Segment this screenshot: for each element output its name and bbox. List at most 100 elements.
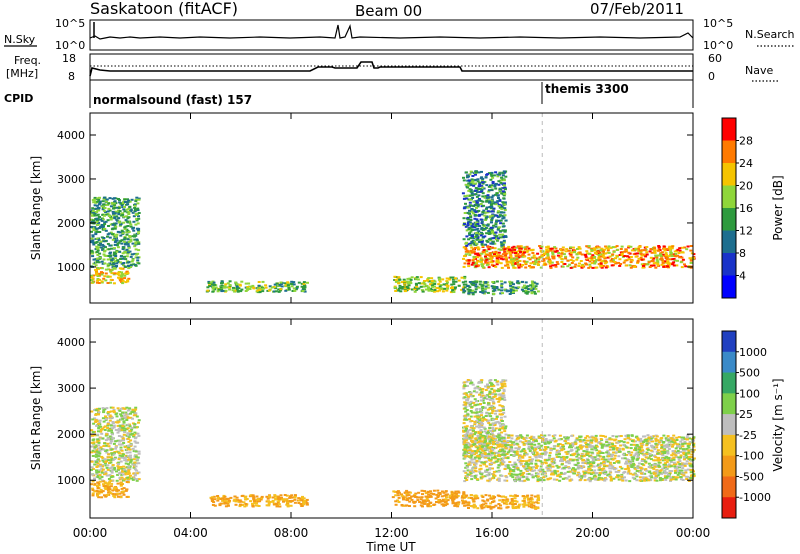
echo-cell (405, 494, 409, 497)
echo-cell (422, 281, 426, 284)
echo-cell (470, 263, 474, 266)
echo-cell (135, 196, 139, 199)
echo-cell (481, 223, 485, 226)
echo-cell (476, 237, 480, 240)
echo-cell (300, 282, 304, 285)
echo-cell (293, 494, 297, 497)
echo-cell (558, 443, 562, 446)
echo-cell (229, 496, 233, 499)
echo-cell (103, 223, 107, 226)
echo-cell (473, 453, 477, 456)
echo-cell (484, 281, 488, 283)
echo-cell (479, 476, 483, 479)
echo-cell (593, 472, 597, 475)
echo-cell (620, 253, 624, 256)
echo-cell (135, 213, 139, 215)
echo-cell (530, 462, 534, 465)
echo-cell (623, 457, 627, 460)
echo-cell (137, 232, 140, 235)
echo-cell (130, 477, 134, 480)
echo-cell (509, 470, 513, 473)
echo-cell (506, 441, 510, 444)
echo-cell (685, 248, 689, 251)
echo-cell (120, 281, 124, 283)
echo-cell (509, 255, 513, 258)
echo-cell (674, 253, 678, 255)
echo-cell (527, 257, 531, 260)
echo-cell (530, 249, 534, 252)
echo-cell (468, 473, 472, 476)
echo-cell (278, 505, 282, 508)
echo-cell (526, 291, 530, 294)
echo-cell (514, 463, 518, 466)
echo-cell (96, 485, 99, 487)
echo-cell (489, 178, 493, 181)
echo-cell (128, 468, 132, 470)
echo-cell (514, 252, 517, 254)
echo-cell (219, 498, 223, 500)
echo-cell (515, 246, 519, 249)
echo-cell (106, 442, 110, 445)
echo-cell (111, 437, 115, 440)
echo-cell (135, 472, 139, 475)
echo-cell (669, 461, 673, 463)
echo-cell (488, 254, 492, 257)
echo-cell (481, 195, 485, 198)
echo-cell (556, 254, 560, 257)
echo-cell (490, 198, 494, 201)
echo-cell (679, 471, 683, 474)
echo-cell (107, 490, 111, 493)
echo-cell (669, 478, 673, 481)
echo-cell (97, 282, 101, 284)
echo-cell (121, 282, 125, 285)
echo-cell (519, 250, 522, 253)
echo-cell (534, 261, 538, 264)
echo-cell (602, 256, 606, 259)
echo-cell (677, 456, 681, 459)
echo-cell (305, 498, 309, 501)
echo-cell (100, 470, 104, 473)
echo-cell (504, 219, 508, 222)
echo-cell (223, 502, 227, 505)
echo-cell (660, 259, 664, 262)
echo-cell (602, 252, 606, 255)
echo-cell (283, 494, 287, 496)
echo-cell (257, 285, 261, 288)
echo-cell (585, 460, 589, 463)
echo-cell (129, 416, 133, 419)
echo-cell (466, 450, 470, 453)
echo-cell (136, 456, 140, 459)
echo-cell (655, 256, 659, 259)
echo-cell (397, 282, 401, 285)
echo-cell (486, 173, 490, 176)
echo-cell (494, 222, 498, 225)
echo-cell (660, 447, 663, 450)
echo-cell (619, 263, 623, 265)
echo-cell (501, 463, 505, 466)
echo-cell (567, 462, 571, 465)
echo-cell (420, 489, 424, 492)
echo-cell (451, 502, 455, 505)
echo-cell (106, 258, 110, 261)
echo-cell (305, 503, 309, 506)
echo-cell (500, 283, 504, 286)
echo-cell (508, 290, 512, 292)
echo-cell (599, 478, 603, 481)
echo-cell (618, 465, 622, 468)
echo-cell (457, 501, 461, 504)
echo-cell (647, 442, 651, 444)
echo-cell (474, 232, 478, 235)
echo-cell (469, 214, 473, 217)
echo-cell (534, 472, 538, 475)
echo-cell (91, 239, 95, 242)
echo-cell (118, 454, 122, 457)
echo-cell (99, 242, 102, 245)
freq-tick-low: 8 (68, 70, 75, 83)
echo-cell (687, 265, 691, 268)
echo-cell (136, 229, 140, 232)
echo-cell (494, 235, 498, 238)
echo-cell (111, 212, 115, 215)
echo-cell (103, 227, 106, 230)
echo-cell (510, 246, 514, 249)
echo-cell (119, 276, 123, 279)
